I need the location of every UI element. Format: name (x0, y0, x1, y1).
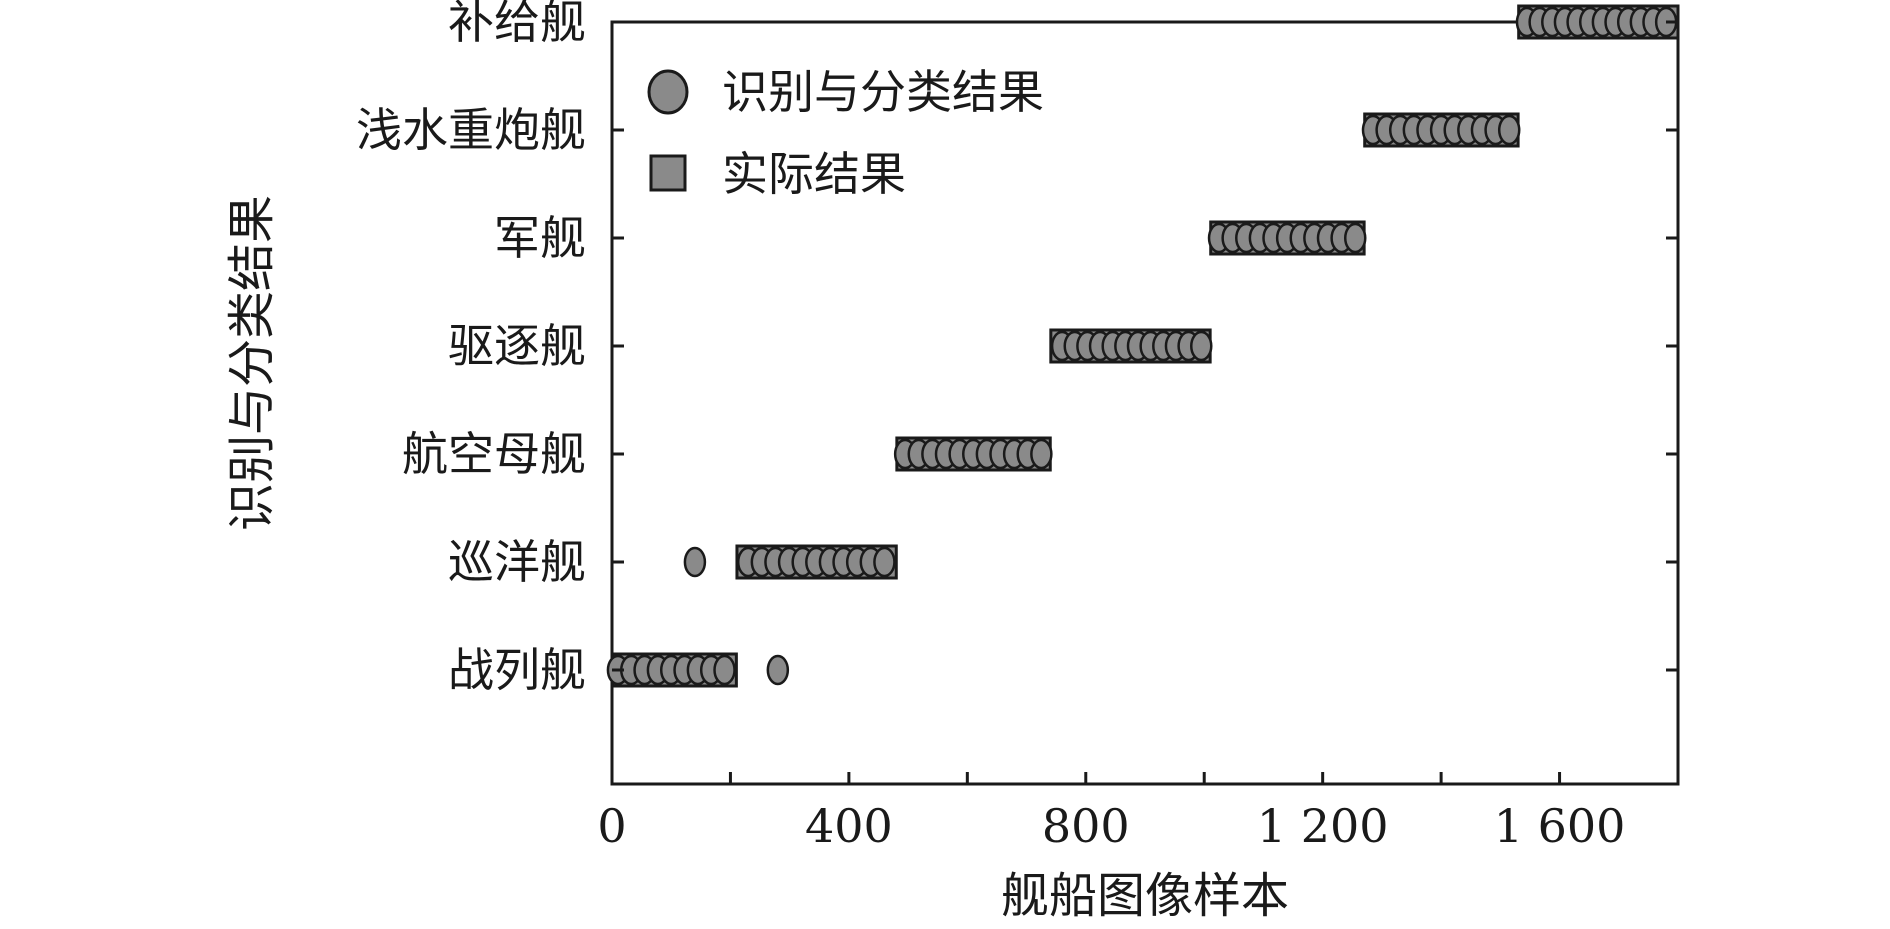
x-tick-label: 1 600 (1494, 799, 1626, 853)
classification-point (873, 546, 896, 578)
y-tick-label: 补给舰 (448, 0, 586, 49)
classification-points (606, 6, 1678, 686)
legend-label-classification: 识别与分类结果 (722, 65, 1044, 119)
y-tick-label: 驱逐舰 (448, 319, 586, 373)
x-tick-label: 0 (597, 799, 626, 853)
plot-frame (610, 20, 1680, 786)
y-axis: 战列舰 巡洋舰 航空母舰 驱逐舰 军舰 浅水重炮舰 补给舰 (356, 0, 1678, 697)
legend-marker-circle (647, 69, 689, 115)
legend-marker-square (649, 154, 687, 192)
y-tick-label: 军舰 (494, 211, 586, 265)
classification-point (1190, 330, 1213, 362)
x-tick-label: 1 200 (1257, 799, 1389, 853)
classification-point (1497, 114, 1521, 146)
y-tick-label: 浅水重炮舰 (356, 103, 586, 157)
y-tick-label: 巡洋舰 (448, 535, 586, 589)
y-tick-label: 战列舰 (448, 643, 586, 697)
legend: 识别与分类结果 实际结果 (647, 65, 1044, 201)
plot-border (610, 20, 1680, 786)
classification-point (1030, 438, 1053, 470)
y-axis-title: 识别与分类结果 (224, 195, 280, 531)
legend-label-actual: 实际结果 (722, 147, 906, 201)
x-tick-label: 400 (805, 799, 893, 853)
classification-point (1343, 222, 1367, 254)
misclassified-point (683, 546, 707, 578)
x-axis-title: 舰船图像样本 (1001, 868, 1289, 924)
y-tick-label: 航空母舰 (402, 427, 586, 481)
x-tick-label: 800 (1042, 799, 1130, 853)
classification-point (713, 654, 736, 686)
x-axis: 0 400 800 1 200 1 600 (597, 772, 1625, 853)
misclassified-point (766, 654, 790, 686)
